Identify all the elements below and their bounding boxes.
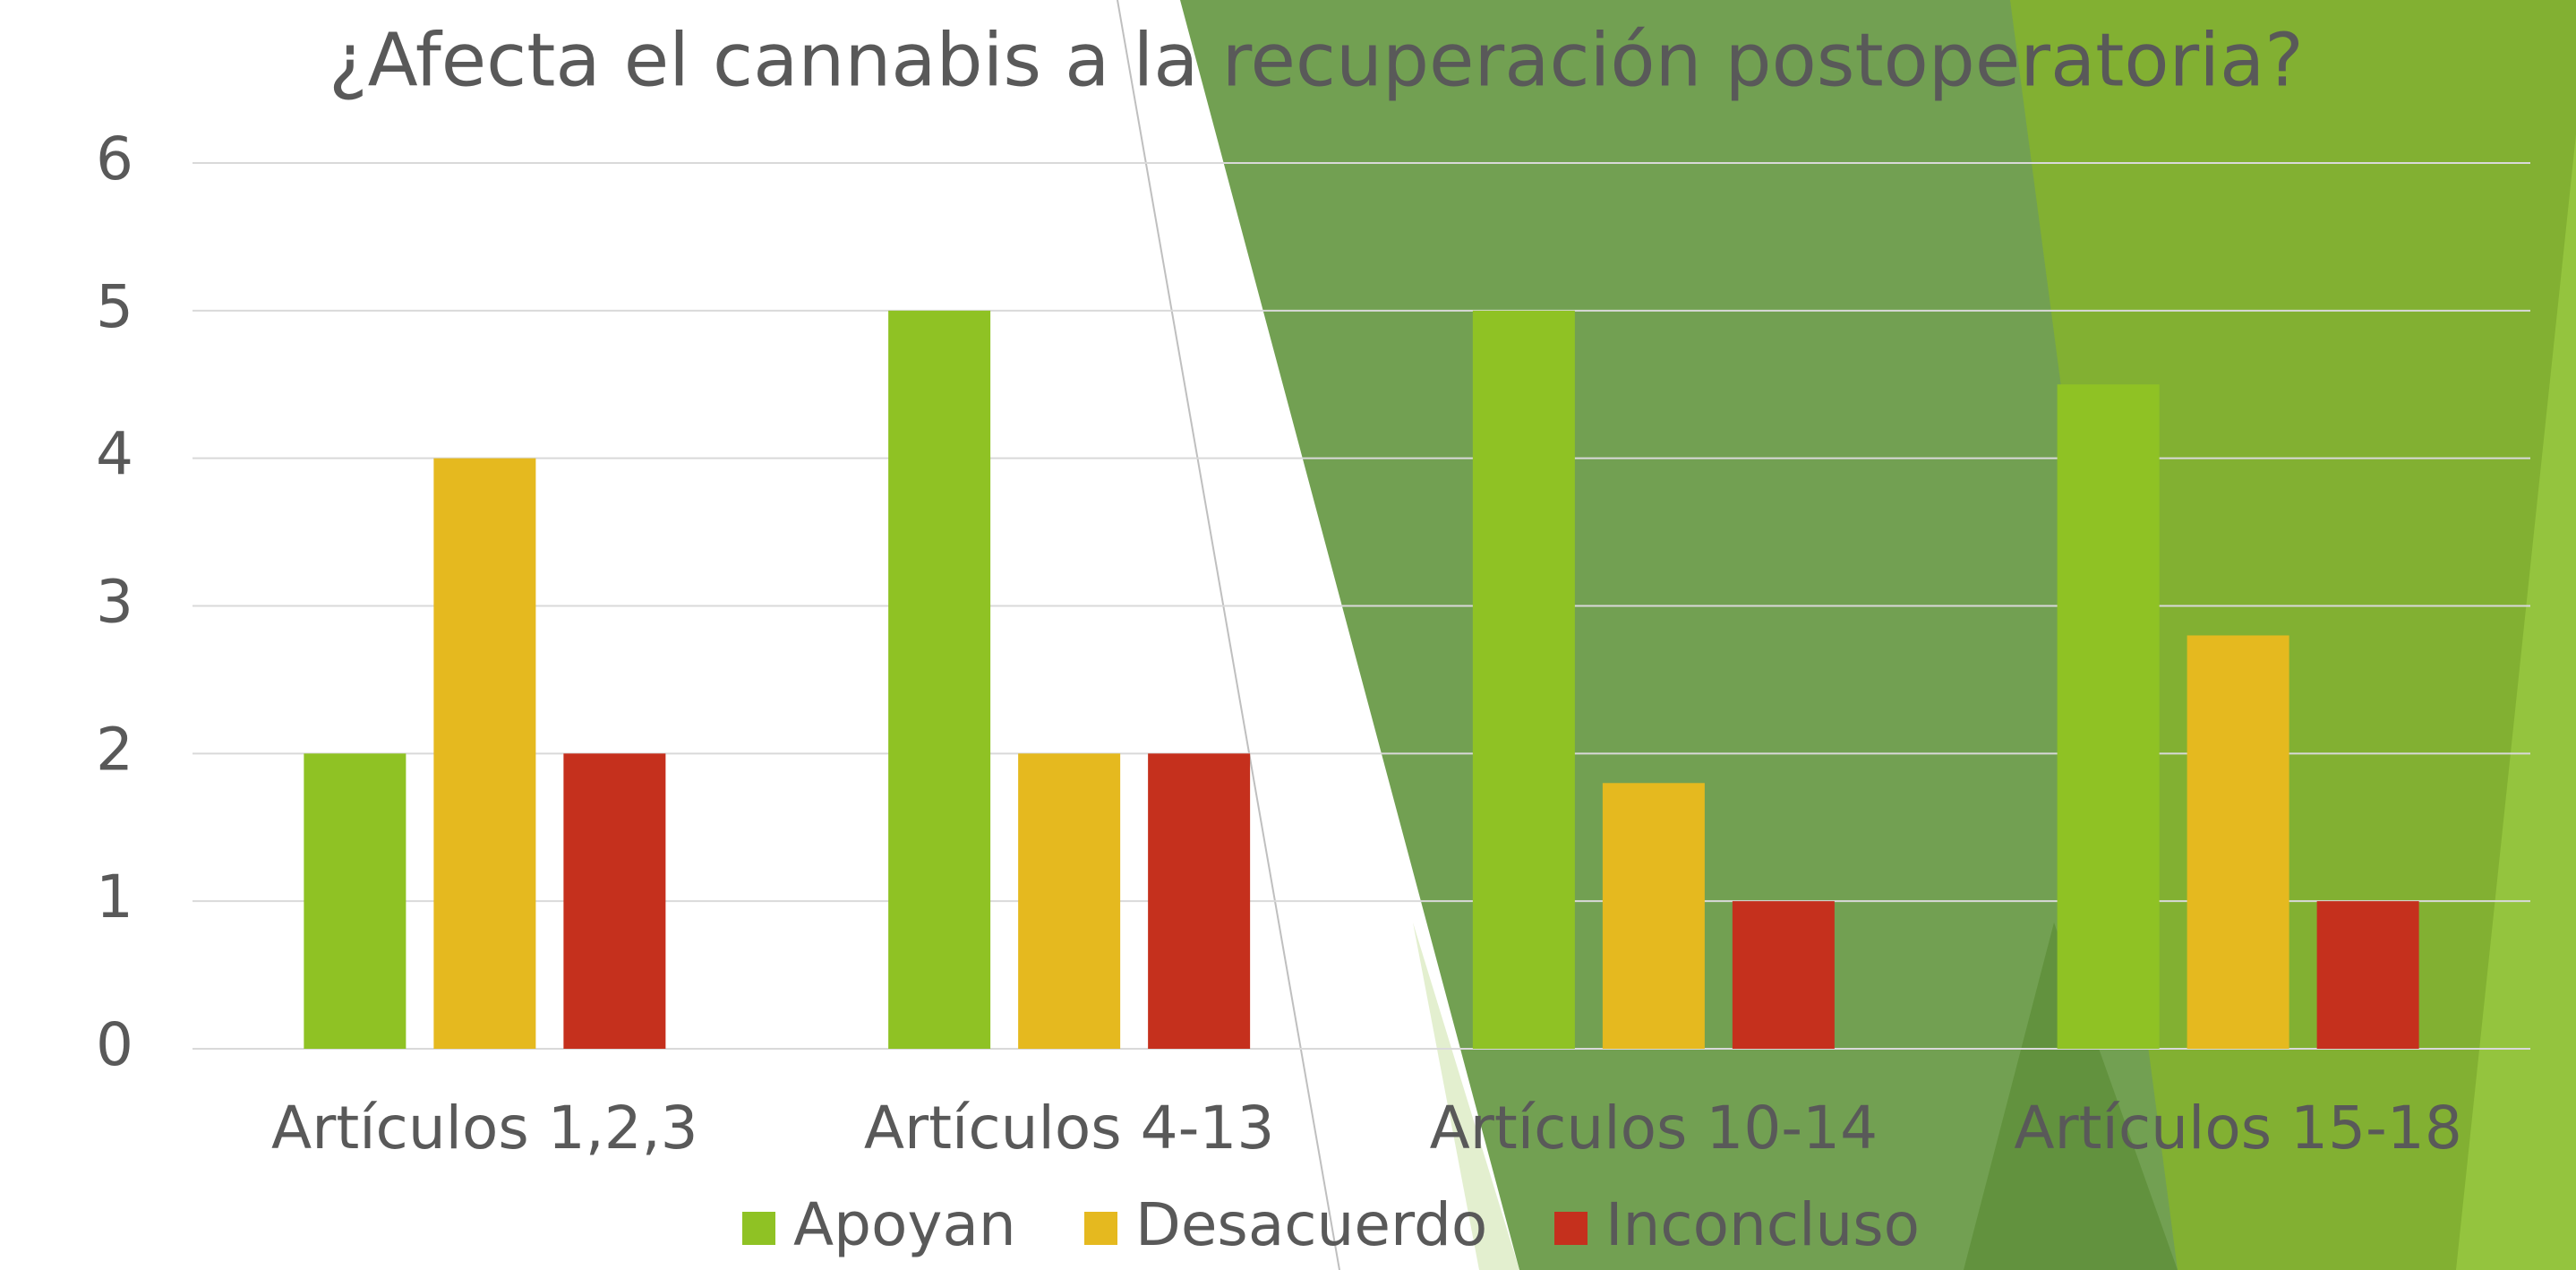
legend-label: Apoyan (793, 1190, 1016, 1259)
background-decoration (1117, 0, 2576, 1270)
bar (2317, 901, 2419, 1049)
bar (563, 753, 665, 1049)
bar (2187, 635, 2289, 1049)
bar (2058, 384, 2160, 1049)
bar (888, 311, 990, 1049)
y-tick-label: 1 (96, 862, 133, 931)
y-tick-label: 3 (96, 568, 133, 637)
y-tick-label: 6 (96, 124, 133, 193)
legend-label: Desacuerdo (1135, 1190, 1487, 1259)
x-tick-label: Artículos 1,2,3 (271, 1094, 698, 1163)
chart: ¿Afecta el cannabis a la recuperación po… (0, 0, 2576, 1270)
bar (1733, 901, 1835, 1049)
legend-swatch (1084, 1212, 1117, 1245)
y-tick-label: 5 (96, 272, 133, 341)
y-tick-label: 2 (96, 715, 133, 784)
x-tick-label: Artículos 4-13 (864, 1094, 1275, 1163)
legend-label: Inconcluso (1605, 1190, 1920, 1259)
bar (1148, 753, 1250, 1049)
bar (1018, 753, 1120, 1049)
x-tick-label: Artículos 10-14 (1430, 1094, 1878, 1163)
bar (1473, 311, 1575, 1049)
bar (304, 753, 406, 1049)
bar (433, 459, 535, 1049)
x-tick-label: Artículos 15-18 (2014, 1094, 2461, 1163)
chart-title: ¿Afecta el cannabis a la recuperación po… (329, 18, 2304, 103)
legend-swatch (742, 1212, 775, 1245)
page: {"chart_data": {"type": "bar", "title": … (0, 0, 2576, 1270)
y-tick-label: 4 (96, 420, 133, 489)
bar (1603, 783, 1705, 1049)
legend-swatch (1554, 1212, 1588, 1245)
y-tick-label: 0 (96, 1010, 133, 1079)
